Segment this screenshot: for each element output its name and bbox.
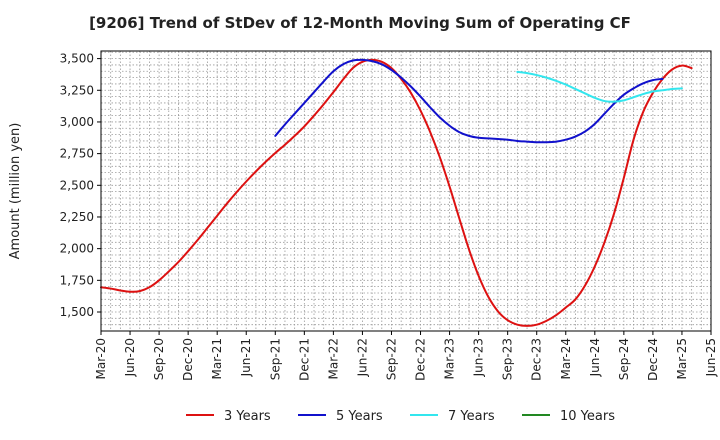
y-tick-label: 3,500 (60, 52, 94, 66)
y-tick-label: 3,250 (60, 83, 94, 97)
x-tick-label: Mar-21 (210, 338, 224, 379)
x-tick-label: Dec-22 (414, 338, 428, 381)
x-tick-label: Jun-25 (704, 338, 718, 377)
legend-label: 3 Years (224, 409, 271, 424)
series-lines (100, 58, 693, 327)
legend-label: 7 Years (448, 409, 495, 424)
x-tick-label: Sep-23 (501, 338, 515, 380)
legend-label: 10 Years (560, 409, 615, 424)
x-axis-ticks: Mar-20 Jun-20 Sep-20 Dec-20 Mar-21 Jun-21 Sep-… (94, 331, 718, 381)
x-tick-label: Jun-22 (355, 338, 369, 377)
x-tick-label: Jun-20 (123, 338, 137, 377)
x-tick-label: Sep-22 (384, 338, 398, 380)
chart-title: [9206] Trend of StDev of 12-Month Moving… (89, 14, 631, 32)
x-tick-label: Sep-20 (152, 338, 166, 380)
x-tick-label: Dec-23 (530, 338, 544, 381)
grid (100, 51, 712, 332)
plot-area-frame (100, 50, 712, 332)
y-axis-ticks: 1,500 1,750 2,000 2,250 2,500 2,750 3,000 3,250… (60, 52, 101, 319)
x-tick-label: Sep-24 (617, 338, 631, 380)
y-tick-label: 3,000 (60, 115, 94, 129)
x-tick-label: Dec-20 (181, 338, 195, 381)
x-tick-label: Mar-23 (443, 338, 457, 379)
y-tick-label: 1,750 (60, 273, 94, 287)
y-tick-label: 2,250 (60, 210, 94, 224)
y-tick-label: 2,750 (60, 147, 94, 161)
x-tick-label: Dec-21 (297, 338, 311, 381)
x-tick-label: Mar-25 (675, 338, 689, 379)
x-tick-label: Dec-24 (646, 338, 660, 381)
x-tick-label: Mar-22 (326, 338, 340, 379)
series-line-5-years (274, 58, 664, 144)
x-tick-label: Jun-21 (239, 338, 253, 377)
y-axis-label: Amount (million yen) (8, 123, 23, 260)
y-tick-label: 1,500 (60, 305, 94, 319)
x-tick-label: Jun-23 (472, 338, 486, 377)
x-tick-label: Sep-21 (268, 338, 282, 380)
series-line-7-years (516, 70, 683, 103)
legend: 3 Years 5 Years 7 Years 10 Years (186, 409, 615, 424)
x-tick-label: Mar-24 (559, 338, 573, 379)
y-tick-label: 2,000 (60, 242, 94, 256)
legend-label: 5 Years (336, 409, 383, 424)
x-tick-label: Jun-24 (588, 338, 602, 377)
x-tick-label: Mar-20 (94, 338, 108, 379)
y-tick-label: 2,500 (60, 178, 94, 192)
